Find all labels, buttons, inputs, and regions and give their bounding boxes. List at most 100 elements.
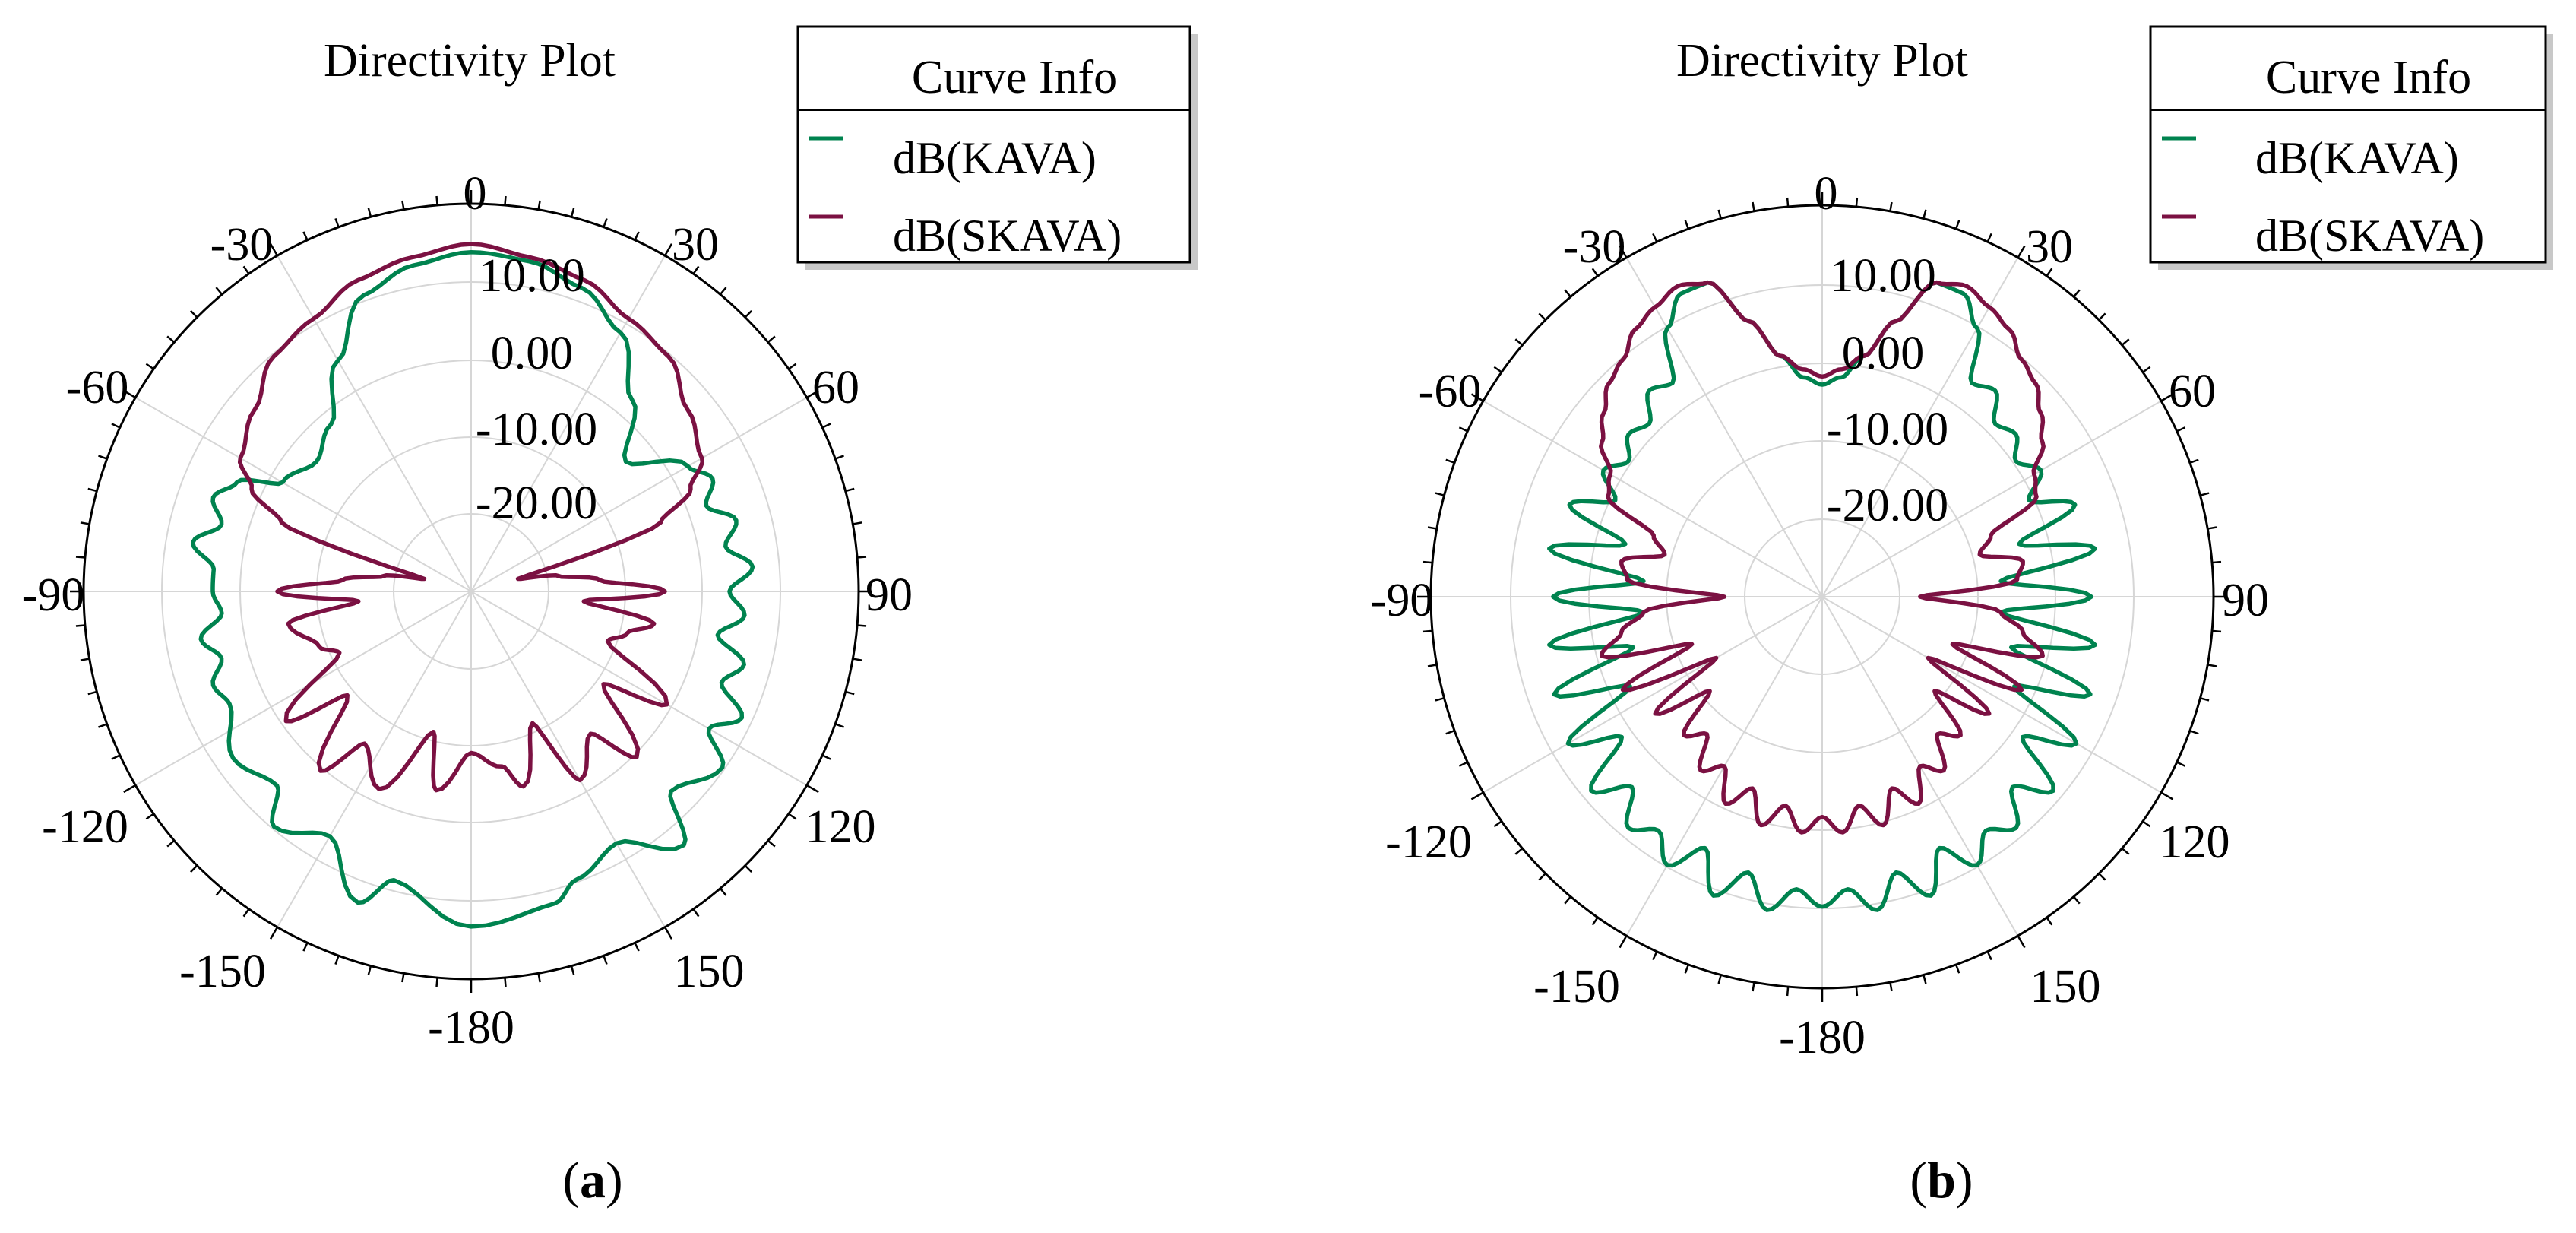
- panel-b-ring-labels: 10.00 0.00 -10.00 -20.00: [1827, 250, 1948, 531]
- panel-a-tick-45: [744, 310, 752, 319]
- panel-a-tick-215: [242, 908, 250, 918]
- panel-a-tick-235: [145, 813, 154, 820]
- panel-b-tick-255: [1435, 697, 1445, 702]
- panel-b-tick-100: [2207, 664, 2217, 667]
- panel-b-angle-label-90: 90: [2222, 575, 2269, 626]
- panel-a-tick-165: [570, 965, 575, 975]
- panel-b-tick-195: [1717, 975, 1722, 984]
- panel-b-tick-110: [2189, 729, 2199, 735]
- panel-b-spokes: [1431, 205, 2214, 988]
- panel-a-tick-210: [269, 927, 279, 940]
- panel-b-tick-245: [1458, 761, 1468, 767]
- panel-a-tick-335: [302, 231, 309, 241]
- panel-b-tick-175: [1855, 986, 1859, 997]
- panel-a-tick-195: [367, 965, 372, 975]
- panel-b-angle-label-30: 30: [2026, 221, 2073, 273]
- panel-a-tick-295: [111, 423, 121, 429]
- panel-b-tick-80: [2207, 526, 2217, 530]
- panel-b-tick-165: [1923, 975, 1927, 984]
- panel-a-tick-120: [806, 784, 819, 794]
- panel-b-tick-95: [2211, 629, 2222, 633]
- panel-a-tick-260: [80, 658, 90, 661]
- panel-a-spoke-150: [470, 591, 666, 928]
- panel-b-spoke-330: [1625, 257, 1823, 597]
- panel-a-tick-60: [806, 389, 819, 399]
- panel-a-tick-340: [334, 218, 340, 228]
- panel-a-tick-125: [788, 813, 797, 820]
- panel-a-angle-label-neg120: -120: [42, 801, 128, 853]
- panel-a-caption: (a): [562, 1151, 622, 1209]
- panel-b-angle-label-neg60: -60: [1419, 366, 1482, 417]
- panel-a-spoke-120: [470, 591, 808, 786]
- panel-a-spoke-240: [134, 591, 472, 786]
- panel-b-tick-15: [1923, 209, 1927, 219]
- panel-a-tick-255: [87, 690, 97, 696]
- panel-a-angle-label-neg180: -180: [428, 1002, 514, 1054]
- panel-a-tick-95: [856, 624, 867, 627]
- panel-b-tick-280: [1427, 526, 1438, 530]
- panel-a-tick-245: [111, 754, 121, 760]
- panel-b-tick-310: [1514, 338, 1524, 346]
- panel-b-tick-275: [1422, 560, 1433, 564]
- panel-a-tick-35: [692, 265, 700, 274]
- panel-a-tick-40: [719, 287, 727, 296]
- panel-b-angle-label-neg30: -30: [1563, 221, 1626, 273]
- panel-a-tick-65: [821, 423, 831, 429]
- panel-b-spoke-300: [1483, 400, 1823, 597]
- panel-b-tick-10: [1889, 201, 1893, 212]
- panel-a-tick-75: [845, 487, 855, 493]
- panel-b-tick-350: [1752, 201, 1755, 212]
- panel-b-tick-265: [1422, 629, 1433, 633]
- panel-b-tick-340: [1684, 220, 1690, 230]
- panel-a-tick-300: [123, 389, 136, 399]
- panel-a-tick-140: [719, 887, 727, 896]
- panel-a-ticks: [70, 190, 872, 993]
- panel-a-ring-label-neg10: -10.00: [476, 404, 597, 455]
- panel-a-angle-label-90: 90: [866, 569, 913, 621]
- panel-a-tick-205: [302, 942, 309, 952]
- panel-a-tick-70: [834, 455, 844, 460]
- panel-b-curve-skava: [1599, 280, 2046, 835]
- panel-b-title: Directivity Plot: [1676, 35, 1968, 87]
- panel-a-spoke-300: [134, 397, 472, 592]
- panel-b-spoke-30: [1821, 257, 2019, 597]
- panel-a-tick-310: [166, 335, 176, 344]
- panel-a-ring-label-neg20: -20.00: [476, 477, 597, 529]
- panel-a-legend-box: [796, 25, 1191, 264]
- panel-b-tick-130: [2121, 848, 2130, 855]
- panel-a-tick-115: [821, 754, 831, 760]
- panel-b-tick-150: [2017, 935, 2026, 949]
- panel-a-tick-145: [692, 908, 700, 918]
- panel-b-tick-20: [1954, 220, 1960, 230]
- panel-b-tick-290: [1445, 458, 1455, 464]
- panel-a-legend-title: Curve Info: [912, 52, 1117, 103]
- panel-b: Directivity Plot 0 30 60 90 120 150 -180…: [1371, 25, 2553, 1209]
- panel-a-tick-265: [75, 624, 86, 627]
- panel-b-tick-295: [1458, 426, 1468, 433]
- panel-a-spoke-60: [470, 397, 808, 592]
- panel-b-tick-185: [1786, 986, 1790, 997]
- panel-b-tick-65: [2176, 426, 2186, 433]
- panel-b-tick-50: [2121, 338, 2130, 346]
- panel-b-angle-label-60: 60: [2169, 366, 2216, 417]
- panel-a-tick-275: [75, 556, 86, 559]
- panel-b-angle-label-120: 120: [2160, 816, 2230, 868]
- panel-a-tick-225: [190, 864, 198, 873]
- panel-b-tick-215: [1591, 917, 1599, 926]
- panel-a-tick-330: [269, 243, 279, 256]
- panel-a-spoke-30: [470, 255, 666, 592]
- panel-b-tick-160: [1954, 964, 1960, 974]
- panel-a-tick-280: [80, 521, 90, 525]
- panel-b-tick-230: [1514, 848, 1524, 855]
- panel-a-angle-label-neg150: -150: [179, 946, 266, 997]
- panel-b-tick-325: [1591, 268, 1599, 277]
- panel-b-tick-5: [1855, 197, 1859, 208]
- panel-a-ring-labels: 10.00 0.00 -10.00 -20.00: [476, 250, 597, 529]
- panel-a-tick-130: [767, 839, 776, 848]
- panel-b-tick-225: [1538, 873, 1546, 881]
- panel-b-tick-200: [1684, 964, 1690, 974]
- panel-b-tick-250: [1445, 729, 1455, 735]
- panel-b-tick-315: [1538, 312, 1546, 321]
- panel-b-angle-label-neg150: -150: [1533, 961, 1620, 1013]
